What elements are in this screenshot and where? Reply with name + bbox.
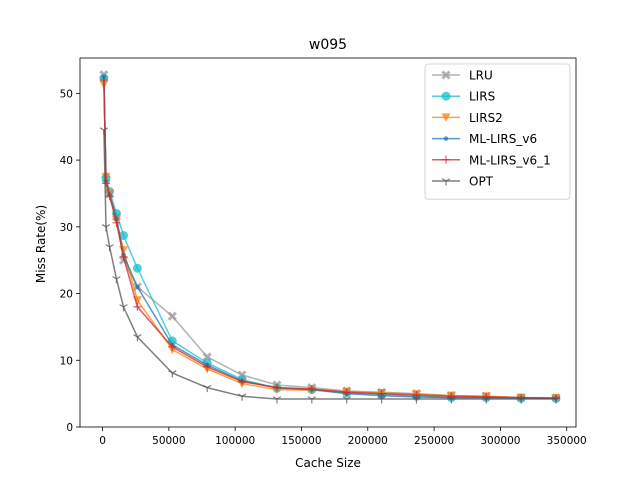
x-tick-label: 50000 — [152, 435, 185, 447]
data-point — [412, 390, 421, 399]
data-point — [112, 218, 121, 227]
y-tick-label: 10 — [60, 355, 73, 367]
data-point — [119, 252, 128, 261]
x-tick-label: 0 — [99, 435, 106, 447]
data-point — [342, 396, 351, 404]
y-tick-label: 50 — [60, 88, 73, 100]
series-ml-lirs-v6-1 — [99, 76, 560, 403]
legend-entry: OPT — [432, 175, 494, 189]
data-point — [272, 383, 281, 392]
x-axis-label: Cache Size — [295, 456, 361, 470]
legend-entry: ML-LIRS_v6 — [432, 132, 537, 146]
legend-marker — [442, 155, 450, 164]
x-tick-label: 150000 — [281, 435, 321, 447]
legend-label: LIRS — [469, 90, 495, 104]
data-point — [133, 302, 142, 311]
chart-title: w095 — [309, 37, 347, 53]
legend-entry: LIRS — [432, 90, 495, 104]
data-point — [412, 396, 421, 404]
series-line — [103, 79, 557, 400]
data-point — [99, 127, 109, 135]
data-point — [168, 342, 177, 351]
legend-marker — [441, 70, 451, 80]
legend-entry: LIRS2 — [432, 111, 503, 125]
data-point — [135, 284, 140, 290]
data-point — [168, 370, 177, 378]
legend-marker — [441, 178, 451, 186]
legend-marker — [443, 136, 449, 141]
data-point — [447, 396, 456, 404]
legend — [424, 63, 571, 200]
data-point — [132, 263, 142, 273]
series-line — [103, 130, 556, 400]
data-point — [516, 396, 526, 404]
data-point — [133, 334, 142, 342]
legend-label: LIRS2 — [469, 111, 503, 125]
data-point — [99, 76, 108, 85]
legend-entry: LRU — [432, 69, 493, 83]
y-axis-label: Miss Rate(%) — [34, 205, 48, 283]
data-point — [377, 389, 386, 398]
legend-marker — [441, 91, 451, 101]
legend-entry: ML-LIRS_v6_1 — [432, 153, 551, 167]
data-point — [203, 362, 212, 371]
data-point — [551, 396, 561, 404]
legend-label: ML-LIRS_v6_1 — [469, 153, 551, 167]
data-point — [167, 336, 177, 346]
data-point — [482, 396, 491, 404]
data-point — [105, 244, 114, 252]
series-opt — [99, 127, 561, 404]
legend-label: LRU — [469, 69, 493, 83]
data-point — [101, 179, 110, 188]
x-tick-label: 100000 — [215, 435, 255, 447]
data-point — [238, 377, 247, 386]
data-point — [307, 384, 316, 393]
y-tick-label: 20 — [60, 289, 73, 301]
x-tick-label: 350000 — [547, 435, 587, 447]
x-tick-label: 200000 — [348, 435, 388, 447]
y-tick-label: 0 — [66, 422, 73, 434]
x-tick-label: 250000 — [414, 435, 454, 447]
data-point — [119, 304, 128, 312]
data-point — [105, 192, 114, 201]
legend-marker — [441, 113, 451, 122]
legend-label: ML-LIRS_v6 — [469, 132, 537, 146]
data-point — [307, 396, 317, 404]
x-tick-label: 300000 — [480, 435, 520, 447]
data-point — [377, 396, 386, 404]
data-point — [202, 384, 212, 393]
plot-frame — [79, 57, 577, 428]
data-point — [101, 224, 111, 232]
data-point — [112, 276, 121, 284]
data-point — [237, 393, 247, 401]
legend-label: OPT — [469, 175, 494, 189]
y-tick-label: 40 — [60, 155, 73, 167]
data-point — [167, 311, 177, 321]
data-point — [272, 396, 282, 404]
data-point — [342, 388, 351, 397]
y-tick-label: 30 — [60, 222, 73, 234]
